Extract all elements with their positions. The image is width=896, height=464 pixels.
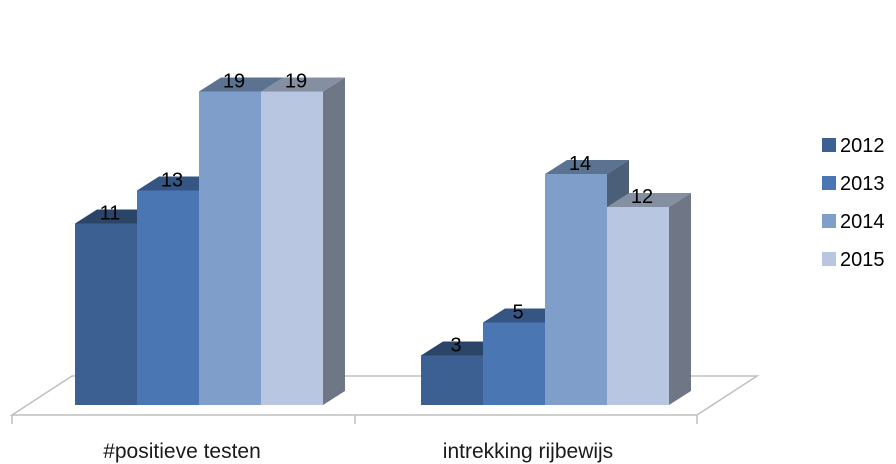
legend-label: 2012 [840,135,885,157]
bar-side [669,193,691,405]
legend-label: 2014 [840,211,885,233]
legend-item: 2012 [822,135,885,157]
bar-top [199,77,283,92]
data-label: 13 [161,170,183,192]
data-label: 19 [223,71,245,93]
data-label: 11 [100,203,121,225]
bar-front [75,223,137,405]
legend-swatch [822,214,836,228]
bar-top [545,160,629,174]
bar-front [483,322,545,405]
legend: 2012 2013 2014 2015 [822,135,885,271]
data-label: 5 [512,302,523,324]
bar [607,193,691,405]
category-label: #positieve testen [103,440,261,463]
data-labels: 11 13 19 19 3 5 14 12 [100,71,654,357]
bars [75,77,691,405]
bar-front [199,91,261,405]
data-label: 19 [285,71,307,93]
data-label: 12 [631,186,653,208]
bar-top [261,77,345,92]
category-axis: #positieve testen intrekking rijbewijs [103,440,613,463]
legend-swatch [822,252,836,266]
legend-item: 2015 [822,249,885,271]
bar-side [323,77,345,405]
chart-floor [9,375,760,424]
bar-front [261,91,323,405]
legend-item: 2013 [822,173,885,195]
legend-item: 2014 [822,211,885,233]
bar [545,160,629,405]
legend-label: 2013 [840,173,885,195]
category-label: intrekking rijbewijs [443,440,613,463]
data-label: 14 [569,153,591,175]
bar-top [607,193,691,207]
bar-front [137,190,199,405]
bar [261,77,345,405]
floor-plane [9,375,760,416]
legend-swatch [822,176,836,190]
data-label: 3 [450,335,461,357]
bar-front [607,207,669,405]
bar-front [421,355,483,405]
bar-front [545,174,607,405]
legend-label: 2015 [840,249,885,271]
legend-swatch [822,138,836,152]
